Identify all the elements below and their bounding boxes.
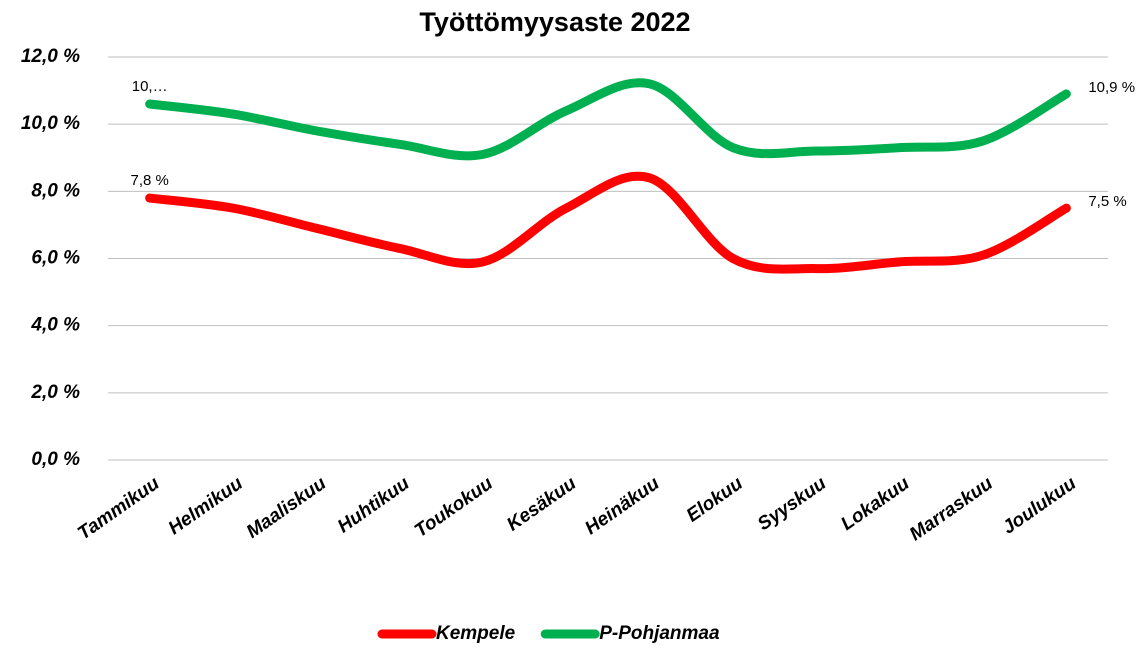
y-tick-label: 6,0 % xyxy=(31,248,80,269)
y-tick-label: 10,0 % xyxy=(21,113,80,134)
x-tick-label: Marraskuu xyxy=(906,473,997,546)
series-line xyxy=(145,78,1071,161)
data-label: 7,8 % xyxy=(130,172,168,189)
x-tick-label: Toukokuu xyxy=(411,473,497,542)
series-line xyxy=(145,171,1071,274)
x-tick-label: Heinäkuu xyxy=(581,473,663,539)
y-tick-label: 4,0 % xyxy=(30,315,80,336)
y-tick-label: 12,0 % xyxy=(21,46,80,67)
x-tick-label: Kesäkuu xyxy=(503,473,580,536)
x-tick-label: Maaliskuu xyxy=(243,473,331,543)
x-tick-label: Huhtikuu xyxy=(334,473,414,538)
legend-label: P-Pohjanmaa xyxy=(599,623,720,644)
y-tick-label: 2,0 % xyxy=(30,382,80,403)
x-tick-label: Tammikuu xyxy=(74,473,164,545)
y-tick-label: 8,0 % xyxy=(31,180,80,201)
y-tick-label: 0,0 % xyxy=(31,449,80,470)
data-label: 10,9 % xyxy=(1088,79,1135,96)
data-label: 10,… xyxy=(132,78,168,95)
x-tick-label: Lokakuu xyxy=(837,473,913,535)
x-tick-label: Syyskuu xyxy=(754,473,830,535)
x-tick-label: Helmikuu xyxy=(165,473,247,539)
data-label: 7,5 % xyxy=(1088,193,1126,210)
x-tick-label: Elokuu xyxy=(683,473,747,527)
x-tick-label: Joulukuu xyxy=(999,473,1081,539)
chart-title: Työttömyysaste 2022 xyxy=(419,7,690,37)
legend-label: Kempele xyxy=(436,623,516,644)
